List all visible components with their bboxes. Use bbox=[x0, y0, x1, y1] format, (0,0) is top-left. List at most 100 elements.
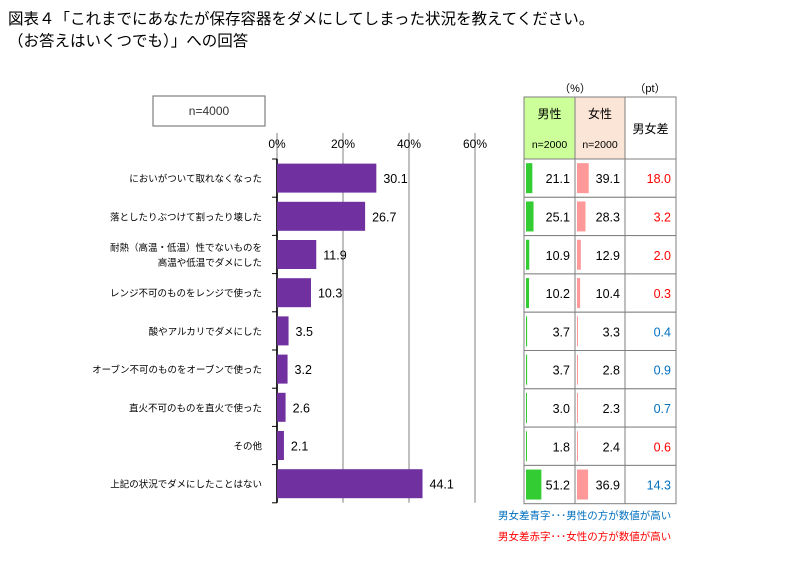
female-mini-bar bbox=[577, 163, 589, 194]
male-n: n=2000 bbox=[532, 139, 567, 151]
female-value: 10.4 bbox=[596, 287, 620, 301]
female-mini-bar bbox=[577, 354, 578, 385]
female-value: 2.8 bbox=[603, 364, 620, 378]
bar bbox=[277, 469, 423, 499]
female-mini-bar bbox=[577, 201, 586, 232]
comparison-table: 21.1 39.1 18.0 25.1 28.3 3.2 10.9 12.9 2.0 10.2 10… bbox=[523, 158, 677, 505]
category-label: その他 bbox=[233, 441, 262, 453]
male-mini-bar bbox=[526, 239, 530, 270]
x-tick-label: 0% bbox=[268, 137, 286, 151]
male-mini-bar bbox=[526, 163, 533, 194]
diff-value: 18.0 bbox=[647, 172, 671, 186]
male-value: 3.0 bbox=[553, 402, 570, 416]
category-label: 落としたりぶつけて割ったり壊した bbox=[110, 211, 262, 223]
x-tick-label: 60% bbox=[463, 137, 487, 151]
title-line-1: 図表４「これまでにあなたが保存容器をダメにしてしまった状況を教えてください。 bbox=[8, 10, 595, 28]
male-value: 25.1 bbox=[546, 210, 570, 224]
male-mini-bar bbox=[526, 354, 528, 385]
female-value: 3.3 bbox=[603, 325, 620, 339]
category-label: 酸やアルカリでダメにした bbox=[149, 326, 262, 338]
diff-value: 0.7 bbox=[654, 402, 671, 416]
pt-unit-label: （pt） bbox=[634, 82, 665, 95]
male-header-cell bbox=[523, 96, 576, 160]
table-row bbox=[523, 158, 677, 198]
bar-value-label: 10.3 bbox=[318, 287, 342, 301]
bar bbox=[277, 278, 311, 308]
male-mini-bar bbox=[526, 316, 528, 347]
female-mini-bar bbox=[577, 316, 578, 347]
category-label: 耐熱（高温・低温）性でないものを bbox=[110, 242, 262, 254]
diff-header-cell bbox=[624, 96, 677, 160]
sample-size-label: n=4000 bbox=[189, 104, 230, 118]
male-value: 51.2 bbox=[546, 479, 570, 493]
bar-value-label: 3.5 bbox=[296, 325, 313, 339]
male-value: 21.1 bbox=[546, 172, 570, 186]
male-value: 10.2 bbox=[546, 287, 570, 301]
male-value: 3.7 bbox=[553, 325, 570, 339]
bar-value-label: 30.1 bbox=[383, 172, 407, 186]
male-mini-bar bbox=[526, 392, 527, 423]
table-row bbox=[523, 196, 677, 237]
bar bbox=[277, 354, 288, 384]
diff-value: 2.0 bbox=[654, 249, 671, 263]
table-row bbox=[523, 311, 677, 352]
table-row bbox=[523, 273, 677, 313]
table-row bbox=[523, 388, 677, 428]
female-value: 2.3 bbox=[603, 402, 620, 416]
male-value: 10.9 bbox=[546, 249, 570, 263]
female-value: 36.9 bbox=[596, 479, 620, 493]
category-label: 上記の状況でダメにしたことはない bbox=[110, 479, 262, 491]
bar-value-label: 11.9 bbox=[323, 249, 346, 263]
female-value: 2.4 bbox=[603, 440, 620, 454]
bar-value-label: 26.7 bbox=[372, 210, 396, 224]
diff-header: 男女差 bbox=[632, 121, 668, 136]
category-label: レンジ不可のものをレンジで使った bbox=[110, 288, 262, 300]
category-label: 高温や低温でダメにした bbox=[158, 257, 262, 269]
table-row bbox=[523, 235, 677, 275]
diff-value: 0.3 bbox=[654, 287, 671, 301]
female-n: n=2000 bbox=[582, 139, 617, 151]
bar bbox=[277, 431, 284, 460]
percent-unit-label: （%） bbox=[559, 82, 591, 95]
diff-value: 14.3 bbox=[647, 479, 671, 493]
category-label: 直火不可のものを直火で使った bbox=[129, 402, 262, 414]
bar-chart-area: 0% 20% 40% 60% 30.1 においがついて取れなくなった 26.7 落としたりぶつ… bbox=[92, 133, 487, 504]
female-value: 39.1 bbox=[596, 172, 620, 186]
male-mini-bar bbox=[526, 469, 542, 500]
bar-value-label: 2.1 bbox=[291, 440, 308, 454]
male-mini-bar bbox=[526, 278, 530, 309]
bar bbox=[277, 316, 289, 346]
diff-value: 0.4 bbox=[654, 325, 671, 339]
bar bbox=[277, 392, 286, 422]
category-label: においがついて取れなくなった bbox=[129, 173, 262, 185]
x-tick-label: 40% bbox=[397, 137, 421, 151]
female-mini-bar bbox=[577, 278, 581, 309]
female-value: 12.9 bbox=[596, 249, 620, 263]
bar-value-label: 3.2 bbox=[295, 363, 312, 377]
male-value: 3.7 bbox=[553, 364, 570, 378]
note-blue: 男女差青字･･･男性の方が数値が高い bbox=[498, 509, 671, 522]
table-row bbox=[523, 464, 677, 505]
table-row bbox=[523, 350, 677, 390]
female-mini-bar bbox=[577, 392, 578, 423]
sample-size-box: n=4000 bbox=[152, 95, 266, 127]
male-mini-bar bbox=[526, 201, 534, 232]
diff-value: 3.2 bbox=[654, 210, 671, 224]
chart-title: 図表４「これまでにあなたが保存容器をダメにしてしまった状況を教えてください。 （… bbox=[8, 8, 594, 52]
male-mini-bar bbox=[526, 431, 527, 462]
x-tick-label: 20% bbox=[331, 137, 355, 151]
bar bbox=[277, 163, 377, 193]
table-header: （%） （pt） 男性 n=2000 女性 n=2000 男女差 bbox=[523, 82, 677, 160]
male-value: 1.8 bbox=[553, 440, 570, 454]
female-mini-bar bbox=[577, 469, 589, 500]
bar-value-label: 2.6 bbox=[293, 401, 310, 415]
female-mini-bar bbox=[577, 239, 581, 270]
bar bbox=[277, 240, 317, 269]
female-value: 28.3 bbox=[596, 210, 620, 224]
category-label: オーブン不可のものをオーブンで使った bbox=[92, 364, 262, 376]
bar bbox=[277, 201, 366, 231]
diff-value: 0.9 bbox=[654, 364, 671, 378]
title-line-2: （お答えはいくつでも）」への回答 bbox=[8, 32, 249, 50]
female-header: 女性 bbox=[588, 106, 612, 121]
